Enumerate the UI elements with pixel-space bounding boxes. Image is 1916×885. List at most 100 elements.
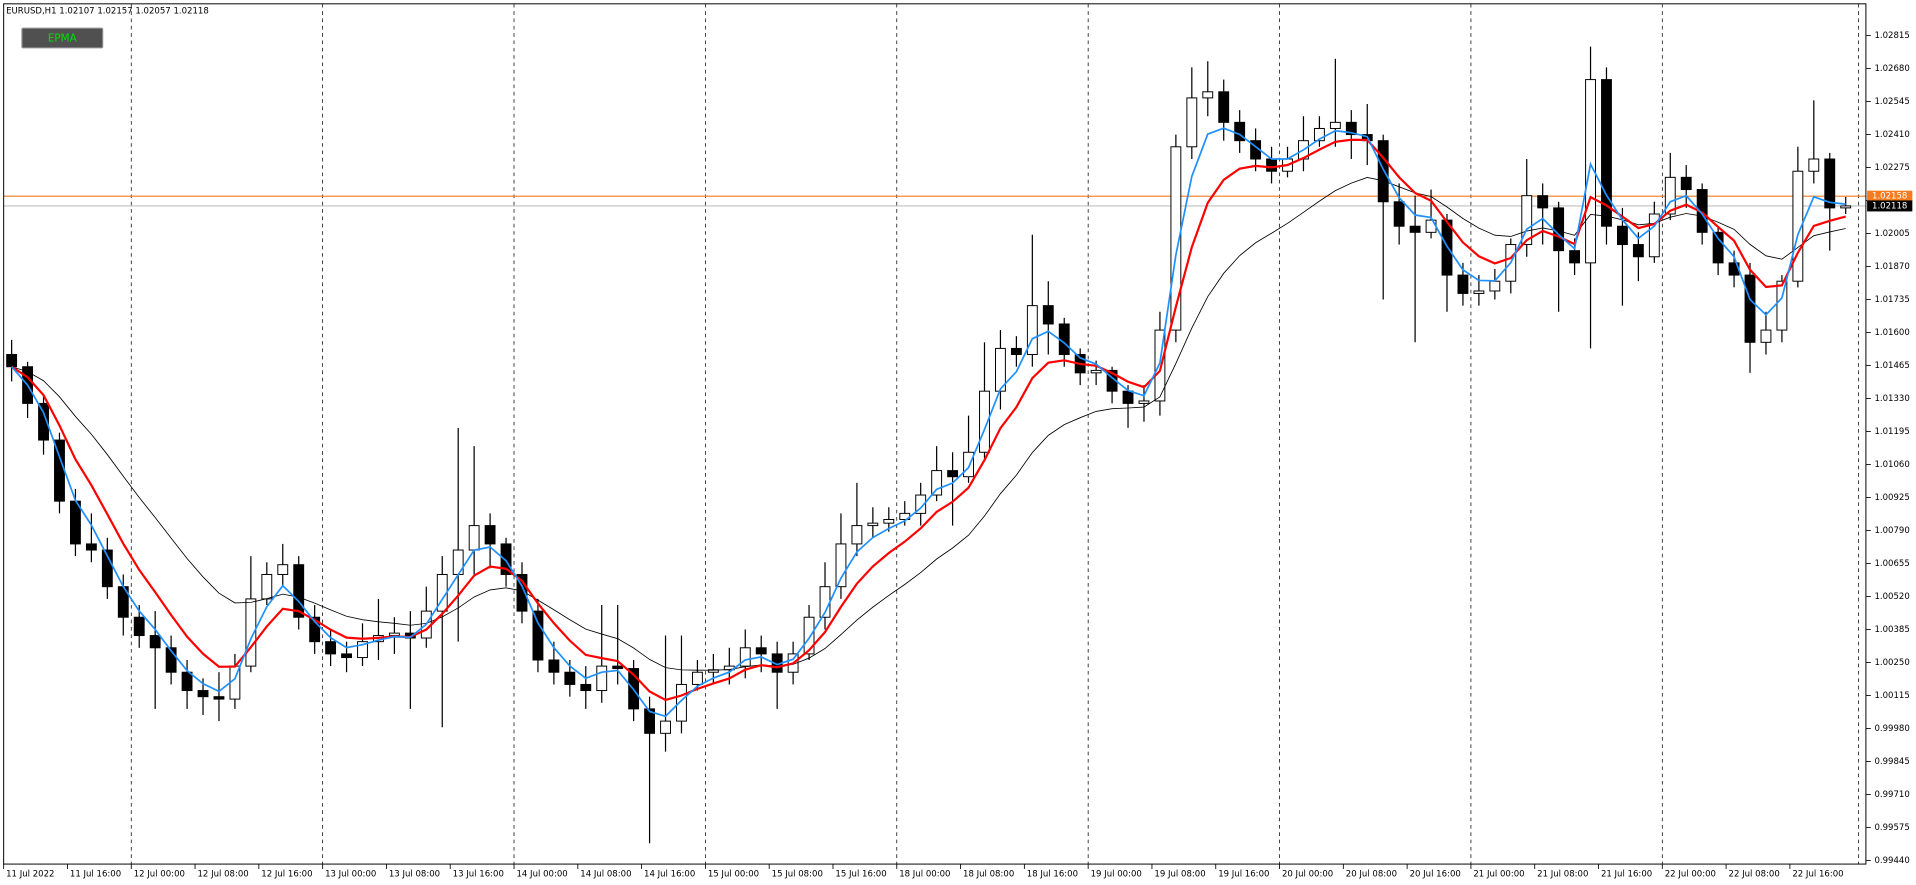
candle-body (6, 354, 18, 368)
price-label: 1.02158 (1872, 192, 1907, 202)
candle-body (1457, 274, 1469, 294)
indicator-button[interactable]: EPMA (21, 27, 104, 49)
x-tick-label: 18 Jul 16:00 (1027, 869, 1078, 879)
candle-body (245, 598, 257, 667)
y-tick-label: 1.01195 (1874, 427, 1909, 437)
candle-body (1026, 305, 1038, 356)
candle-body (1010, 347, 1022, 356)
price-label: 1.02118 (1872, 201, 1907, 211)
candle-body (739, 647, 751, 667)
candle-body (564, 671, 576, 685)
x-tick-label: 18 Jul 08:00 (963, 869, 1014, 879)
candle-body (197, 690, 209, 698)
candle-body (1090, 369, 1102, 374)
candle-body (516, 573, 528, 612)
candle-body (947, 470, 959, 478)
chart-title: EURUSD,H1 1.02107 1.02157 1.02057 1.0211… (6, 7, 209, 17)
y-tick-label: 1.02410 (1874, 130, 1909, 140)
candle-body (293, 564, 305, 618)
candle-body (1266, 158, 1277, 172)
candle-body (915, 494, 927, 514)
plot-frame (3, 3, 1867, 865)
x-tick-label: 20 Jul 08:00 (1346, 869, 1397, 879)
candle-body (1521, 195, 1533, 246)
candle-body (213, 696, 225, 700)
moving-average (10, 127, 1846, 718)
x-tick-label: 21 Jul 16:00 (1601, 869, 1652, 879)
button-label[interactable]: EPMA (48, 33, 78, 45)
candle-body (803, 616, 815, 655)
candle-body (1473, 290, 1485, 294)
candle-body (133, 616, 145, 637)
y-tick-label: 1.01870 (1874, 262, 1909, 272)
y-tick-label: 1.00250 (1874, 658, 1909, 668)
x-tick-label: 20 Jul 16:00 (1410, 869, 1461, 879)
candle-body (1744, 274, 1756, 343)
candle-body (596, 665, 608, 692)
candle-body (532, 610, 544, 661)
x-tick-label: 18 Jul 00:00 (899, 869, 950, 879)
candle-body (468, 525, 480, 551)
y-tick-label: 1.01600 (1874, 328, 1909, 338)
y-tick-label: 1.00925 (1874, 493, 1909, 503)
y-tick-label: 1.01330 (1874, 394, 1909, 404)
candle-body (835, 543, 847, 588)
candle-body (101, 549, 113, 588)
candle-body (341, 653, 352, 659)
x-tick-label: 19 Jul 08:00 (1154, 869, 1205, 879)
candle-body (85, 543, 97, 551)
x-tick-label: 14 Jul 00:00 (516, 869, 567, 879)
candle-body (1409, 225, 1421, 233)
candle-body (1792, 170, 1804, 282)
candle-body (580, 683, 592, 692)
y-tick-label: 0.99845 (1874, 757, 1909, 767)
candle-body (70, 500, 81, 545)
y-tick-label: 1.02005 (1874, 229, 1909, 239)
candle-body (277, 564, 289, 575)
x-tick-label: 22 Jul 00:00 (1665, 869, 1716, 879)
button-box[interactable] (21, 27, 104, 49)
y-tick-label: 1.01465 (1874, 361, 1909, 371)
x-tick-label: 14 Jul 16:00 (644, 869, 695, 879)
candle-body (1585, 79, 1596, 264)
y-tick-label: 0.99575 (1874, 823, 1909, 833)
candle-body (867, 522, 879, 527)
candle-body (1393, 201, 1405, 227)
candle-body (181, 671, 193, 692)
candle-body (309, 616, 321, 643)
candle-body (1186, 97, 1198, 148)
candle-body (1680, 176, 1692, 191)
candle-body (1218, 91, 1230, 123)
candle-body (1154, 329, 1166, 402)
y-tick-label: 1.01060 (1874, 460, 1909, 470)
x-tick-label: 22 Jul 08:00 (1729, 869, 1780, 879)
candle-body (1329, 121, 1341, 129)
candle-body (1553, 207, 1565, 252)
candle-body (548, 659, 560, 673)
candle-body (963, 451, 974, 478)
candle-body (660, 720, 671, 734)
x-tick-label: 19 Jul 16:00 (1218, 869, 1269, 879)
y-tick-label: 0.99980 (1874, 724, 1909, 734)
x-tick-label: 14 Jul 08:00 (580, 869, 631, 879)
candle-body (1234, 121, 1246, 142)
candle-body (612, 665, 624, 670)
price-label-box (1867, 190, 1913, 202)
candle-body (755, 647, 767, 655)
candle-body (1170, 146, 1182, 331)
candle-body (1664, 176, 1676, 215)
x-tick-label: 11 Jul 2022 (6, 869, 54, 879)
y-tick-label: 0.99440 (1874, 856, 1909, 866)
y-tick-label: 0.99710 (1874, 790, 1909, 800)
candle-body (388, 632, 400, 637)
candle-body (1138, 400, 1150, 404)
x-tick-label: 22 Jul 16:00 (1792, 869, 1843, 879)
candle-body (1601, 79, 1612, 227)
candle-body (38, 402, 49, 441)
y-tick-label: 1.00655 (1874, 559, 1909, 569)
candle-body (979, 390, 990, 453)
candle-body (1760, 329, 1772, 343)
x-tick-label: 15 Jul 00:00 (708, 869, 759, 879)
candle-body (357, 641, 368, 659)
